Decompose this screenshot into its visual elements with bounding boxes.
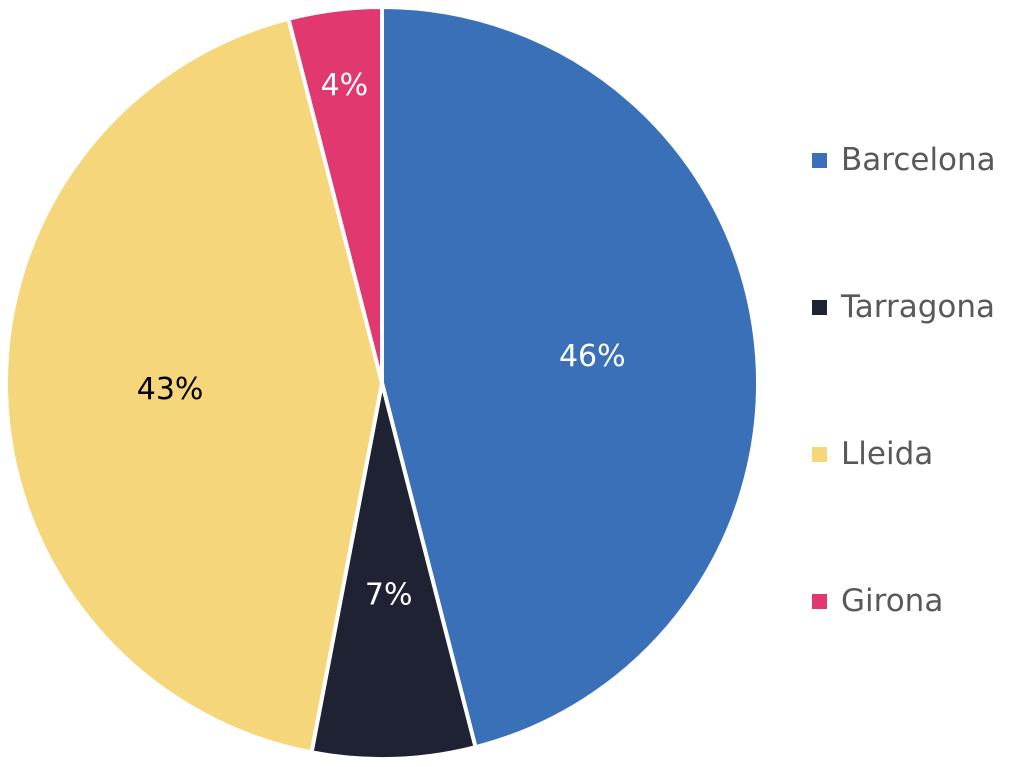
legend-label: Girona [841,583,944,619]
legend-swatch [812,152,827,168]
legend-item-girona: Girona [812,581,943,621]
legend-item-lleida: Lleida [812,434,933,474]
legend-item-tarragona: Tarragona [812,287,995,327]
pie-slices [4,5,761,761]
pie-label-tarragona: 7% [365,577,413,612]
legend-item-barcelona: Barcelona [812,140,996,180]
legend-swatch [812,446,827,462]
pie-slice-barcelona [380,5,761,750]
legend-swatch [812,299,827,315]
pie-labels: 46% 7% 43% 4% [137,68,626,613]
legend-label: Barcelona [841,142,996,178]
pie-slice-lleida [4,16,384,755]
legend-label: Tarragona [841,289,996,325]
pie-label-lleida: 43% [137,372,204,407]
legend-swatch [812,593,827,609]
pie-slice-girona [286,5,384,385]
pie-label-girona: 4% [321,68,369,103]
pie-label-barcelona: 46% [559,339,626,374]
legend-label: Lleida [841,436,934,472]
pie-slice-tarragona [309,381,478,761]
